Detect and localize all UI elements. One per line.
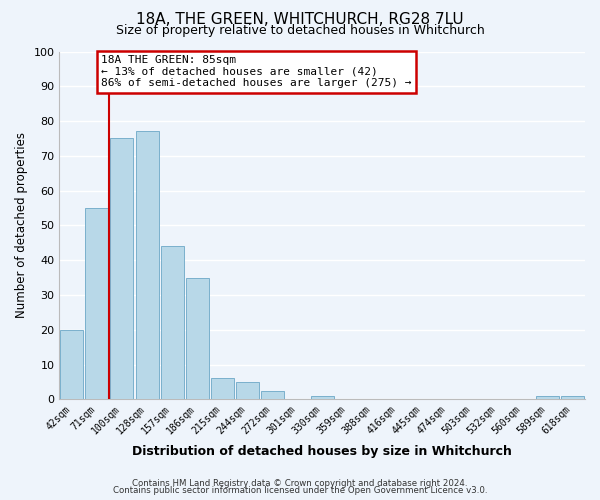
- Bar: [136, 132, 158, 400]
- Bar: [110, 138, 133, 400]
- Bar: [161, 246, 184, 400]
- Bar: [260, 390, 284, 400]
- Bar: [185, 278, 209, 400]
- Text: 18A THE GREEN: 85sqm
← 13% of detached houses are smaller (42)
86% of semi-detac: 18A THE GREEN: 85sqm ← 13% of detached h…: [101, 55, 412, 88]
- Text: 18A, THE GREEN, WHITCHURCH, RG28 7LU: 18A, THE GREEN, WHITCHURCH, RG28 7LU: [136, 12, 464, 28]
- Bar: [85, 208, 109, 400]
- Bar: [211, 378, 233, 400]
- Y-axis label: Number of detached properties: Number of detached properties: [15, 132, 28, 318]
- Bar: [536, 396, 559, 400]
- Bar: [61, 330, 83, 400]
- Text: Contains HM Land Registry data © Crown copyright and database right 2024.: Contains HM Land Registry data © Crown c…: [132, 478, 468, 488]
- Text: Size of property relative to detached houses in Whitchurch: Size of property relative to detached ho…: [116, 24, 484, 37]
- X-axis label: Distribution of detached houses by size in Whitchurch: Distribution of detached houses by size …: [132, 444, 512, 458]
- Bar: [311, 396, 334, 400]
- Bar: [561, 396, 584, 400]
- Text: Contains public sector information licensed under the Open Government Licence v3: Contains public sector information licen…: [113, 486, 487, 495]
- Bar: [236, 382, 259, 400]
